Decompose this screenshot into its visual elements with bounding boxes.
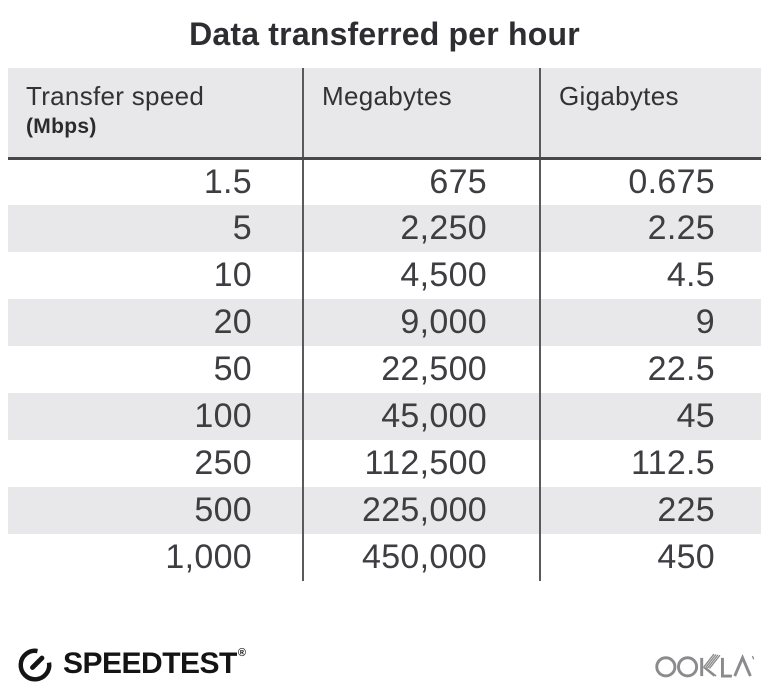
table-cell: 112,500 (302, 440, 540, 487)
table-row: 250 112,500 112.5 (8, 440, 761, 487)
ookla-logo (655, 644, 755, 684)
table-cell: 0.675 (539, 158, 761, 205)
table-cell: 2.25 (539, 205, 761, 252)
table-cell: 45,000 (302, 393, 540, 440)
table-cell: 112.5 (539, 440, 761, 487)
page-title: Data transferred per hour (189, 16, 580, 52)
table-cell: 22,500 (302, 346, 540, 393)
header-label: Gigabytes (559, 81, 679, 111)
table-cell: 9,000 (302, 299, 540, 346)
table-cell: 225,000 (302, 487, 540, 534)
registered-trademark-icon: ® (237, 647, 246, 659)
table-row: 1,000 450,000 450 (8, 534, 761, 581)
table-cell: 22.5 (539, 346, 761, 393)
table-cell: 50 (213, 350, 252, 388)
table-row: 500 225,000 225 (8, 487, 761, 534)
table-cell: 2,250 (302, 205, 540, 252)
table-cell: 5 (8, 205, 303, 252)
table-cell: 250 (194, 444, 252, 482)
table-row: 20 9,000 9 (8, 299, 761, 346)
table-row: 100 45,000 45 (8, 393, 761, 440)
table-cell: 4.5 (539, 252, 761, 299)
table-cell: 1,000 (165, 538, 252, 576)
table-cell: 10 (213, 256, 252, 294)
table-cell: 20 (8, 299, 303, 346)
footer: SPEEDTEST ® (16, 644, 755, 684)
table-cell: 9 (539, 299, 761, 346)
table-row: 50 22,500 22.5 (8, 346, 761, 393)
table-cell: 225 (539, 487, 761, 534)
speedtest-logo: SPEEDTEST ® (16, 645, 246, 683)
table-cell: 450 (539, 534, 761, 581)
ookla-wordmark-icon (655, 653, 755, 678)
header-unit: (Mbps) (26, 115, 97, 138)
speedtest-gauge-icon (18, 648, 52, 682)
table-cell: 450,000 (302, 534, 540, 581)
speedtest-wordmark: SPEEDTEST (63, 647, 237, 680)
header-label: Transfer speed (26, 81, 205, 111)
header-label: Megabytes (322, 81, 452, 111)
header-cell-megabytes: Megabytes (302, 68, 540, 160)
table-row: 1.5 675 0.675 (8, 158, 761, 205)
table-row: 10 4,500 4.5 (8, 252, 761, 299)
table-header: Transfer speed (Mbps) Megabytes Gigabyte… (8, 68, 761, 160)
table-row: 5 2,250 2.25 (8, 205, 761, 252)
table-cell: 100 (8, 393, 303, 440)
table-cell: 1.5 (203, 162, 252, 201)
table-cell: 4,500 (302, 252, 540, 299)
table-body: 1.5 675 0.675 5 2,250 2.25 10 4,500 4.5 20 9,000 9 5… (8, 158, 761, 581)
header-cell-gigabytes: Gigabytes (539, 68, 761, 160)
data-table: Transfer speed (Mbps) Megabytes Gigabyte… (8, 68, 761, 581)
header-cell-transfer-speed: Transfer speed (Mbps) (8, 68, 303, 160)
header-row: Transfer speed (Mbps) Megabytes Gigabyte… (8, 68, 761, 160)
table-cell: 45 (539, 393, 761, 440)
table-cell: 500 (8, 487, 303, 534)
table-cell: 675 (302, 158, 540, 205)
